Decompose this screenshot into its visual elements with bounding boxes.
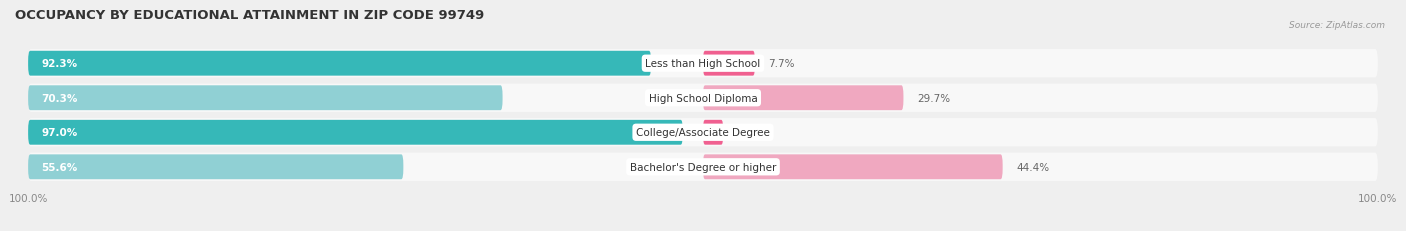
FancyBboxPatch shape <box>703 155 1002 179</box>
FancyBboxPatch shape <box>703 120 723 145</box>
FancyBboxPatch shape <box>28 119 1378 147</box>
FancyBboxPatch shape <box>28 153 1378 181</box>
Text: Bachelor's Degree or higher: Bachelor's Degree or higher <box>630 162 776 172</box>
FancyBboxPatch shape <box>28 86 502 111</box>
FancyBboxPatch shape <box>28 155 404 179</box>
FancyBboxPatch shape <box>28 50 1378 78</box>
Text: Source: ZipAtlas.com: Source: ZipAtlas.com <box>1289 21 1385 30</box>
Text: College/Associate Degree: College/Associate Degree <box>636 128 770 138</box>
FancyBboxPatch shape <box>28 84 1378 112</box>
FancyBboxPatch shape <box>703 86 904 111</box>
Text: 55.6%: 55.6% <box>42 162 77 172</box>
Text: 7.7%: 7.7% <box>769 59 794 69</box>
FancyBboxPatch shape <box>28 120 683 145</box>
FancyBboxPatch shape <box>28 52 651 76</box>
Text: 70.3%: 70.3% <box>42 93 77 103</box>
Text: Less than High School: Less than High School <box>645 59 761 69</box>
Text: 97.0%: 97.0% <box>42 128 77 138</box>
Text: OCCUPANCY BY EDUCATIONAL ATTAINMENT IN ZIP CODE 99749: OCCUPANCY BY EDUCATIONAL ATTAINMENT IN Z… <box>14 9 484 22</box>
Text: High School Diploma: High School Diploma <box>648 93 758 103</box>
Text: 44.4%: 44.4% <box>1017 162 1049 172</box>
Text: 29.7%: 29.7% <box>917 93 950 103</box>
Text: 3.0%: 3.0% <box>737 128 763 138</box>
Text: 92.3%: 92.3% <box>42 59 77 69</box>
FancyBboxPatch shape <box>703 52 755 76</box>
